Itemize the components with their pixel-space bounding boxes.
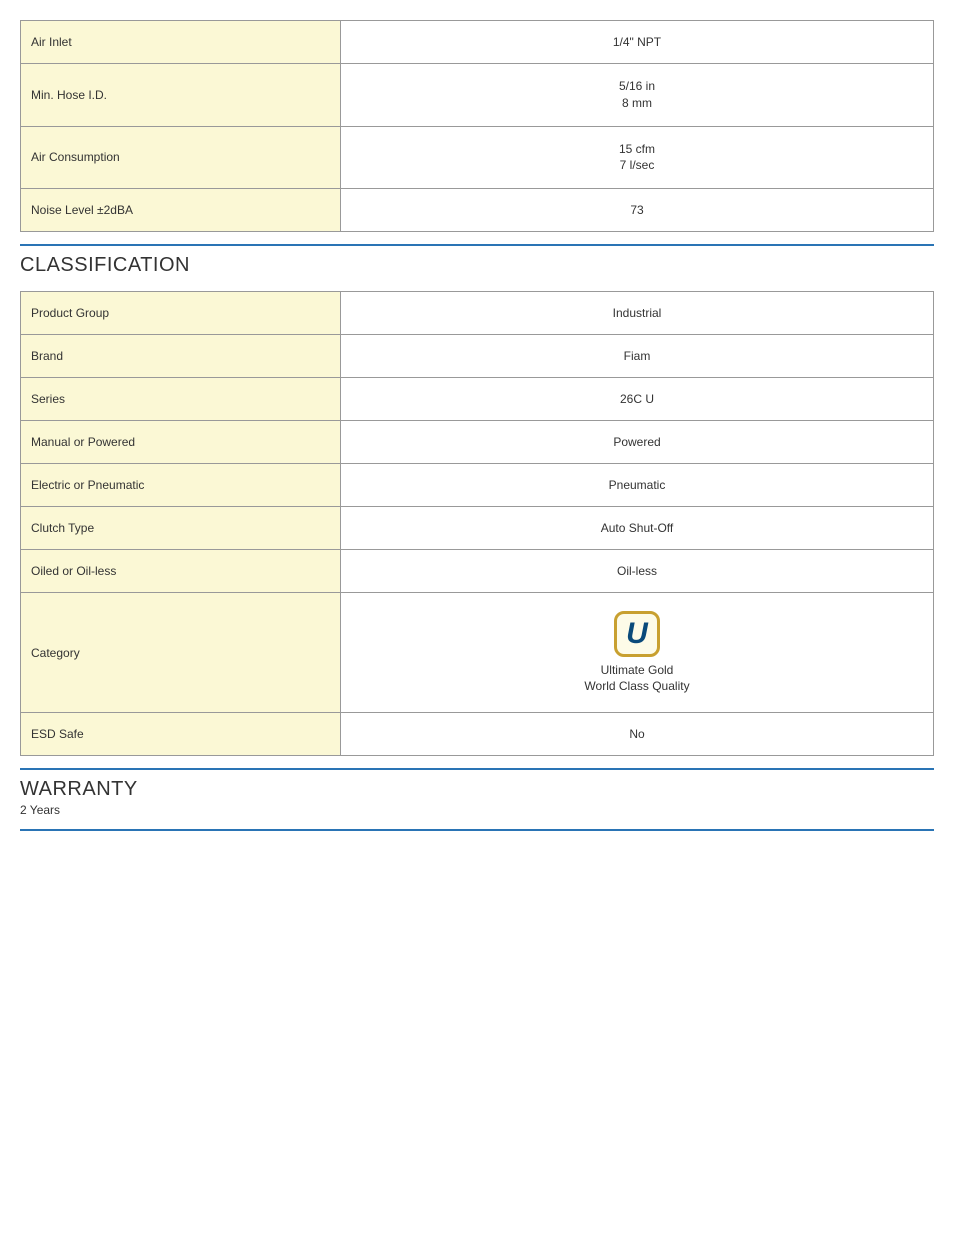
spec-value: No — [341, 713, 934, 756]
spec-label: Clutch Type — [21, 507, 341, 550]
section-divider — [20, 768, 934, 770]
table-row: Oiled or Oil-less Oil-less — [21, 550, 934, 593]
section-divider — [20, 244, 934, 246]
spec-value: Industrial — [341, 292, 934, 335]
category-caption: Ultimate Gold World Class Quality — [584, 663, 689, 694]
spec-value: 1/4" NPT — [341, 21, 934, 64]
table-row: Manual or Powered Powered — [21, 421, 934, 464]
table-row: ESD Safe No — [21, 713, 934, 756]
spec-label: Noise Level ±2dBA — [21, 189, 341, 232]
table-row: Air Inlet 1/4" NPT — [21, 21, 934, 64]
spec-label: Category — [21, 593, 341, 713]
spec-label: Air Inlet — [21, 21, 341, 64]
warranty-title: WARRANTY — [20, 778, 934, 801]
classification-table: Product Group Industrial Brand Fiam Seri… — [20, 291, 934, 756]
table-row: Noise Level ±2dBA 73 — [21, 189, 934, 232]
spec-label: Series — [21, 378, 341, 421]
spec-value: 15 cfm7 l/sec — [341, 126, 934, 189]
classification-title: CLASSIFICATION — [20, 254, 934, 277]
spec-value: Fiam — [341, 335, 934, 378]
category-caption-line2: World Class Quality — [584, 679, 689, 693]
table-row: Product Group Industrial — [21, 292, 934, 335]
spec-label: Brand — [21, 335, 341, 378]
spec-label: Min. Hose I.D. — [21, 64, 341, 127]
category-caption-line1: Ultimate Gold — [601, 663, 674, 677]
spec-value: Pneumatic — [341, 464, 934, 507]
ultimate-gold-icon: U — [614, 611, 660, 657]
spec-value: 5/16 in8 mm — [341, 64, 934, 127]
table-row: Series 26C U — [21, 378, 934, 421]
category-badge-wrap: U Ultimate Gold World Class Quality — [351, 611, 923, 694]
table-row: Min. Hose I.D. 5/16 in8 mm — [21, 64, 934, 127]
table-row: Clutch Type Auto Shut-Off — [21, 507, 934, 550]
spec-label: Air Consumption — [21, 126, 341, 189]
section-divider — [20, 829, 934, 831]
spec-value: 26C U — [341, 378, 934, 421]
spec-value: Powered — [341, 421, 934, 464]
table-row: Brand Fiam — [21, 335, 934, 378]
warranty-value: 2 Years — [20, 803, 934, 817]
table-row: Air Consumption 15 cfm7 l/sec — [21, 126, 934, 189]
spec-value: Auto Shut-Off — [341, 507, 934, 550]
specs-table-top: Air Inlet 1/4" NPT Min. Hose I.D. 5/16 i… — [20, 20, 934, 232]
table-row: Electric or Pneumatic Pneumatic — [21, 464, 934, 507]
spec-label: Oiled or Oil-less — [21, 550, 341, 593]
spec-label: Manual or Powered — [21, 421, 341, 464]
spec-label: Product Group — [21, 292, 341, 335]
category-value-cell: U Ultimate Gold World Class Quality — [341, 593, 934, 713]
spec-value: Oil-less — [341, 550, 934, 593]
table-row-category: Category U Ultimate Gold World Class Qua… — [21, 593, 934, 713]
spec-label: ESD Safe — [21, 713, 341, 756]
spec-label: Electric or Pneumatic — [21, 464, 341, 507]
spec-value: 73 — [341, 189, 934, 232]
